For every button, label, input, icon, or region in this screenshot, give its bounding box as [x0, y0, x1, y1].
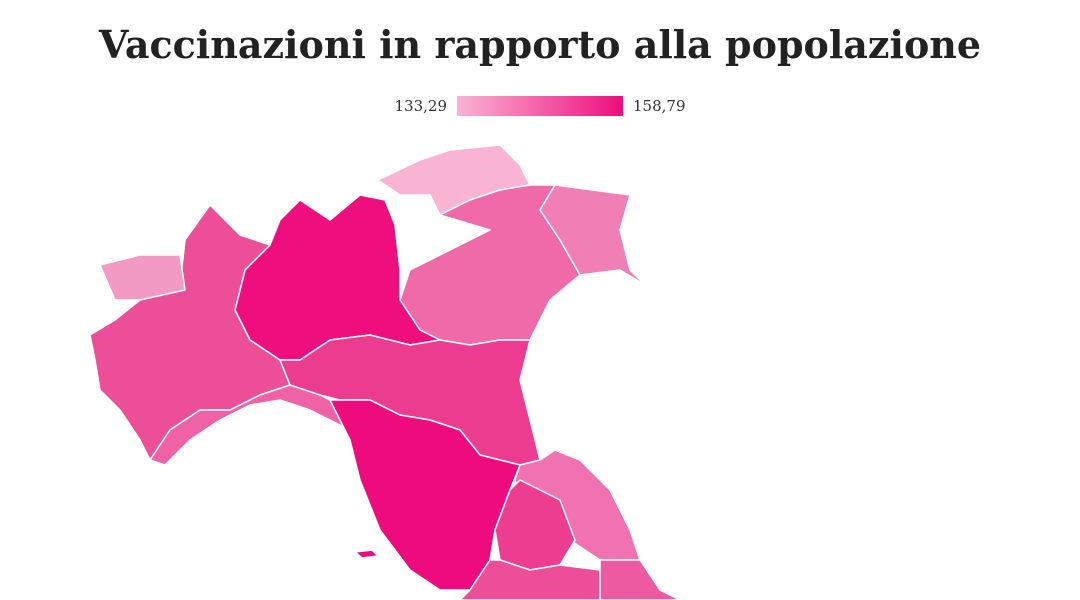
legend-min: 133,29: [394, 97, 448, 115]
region: [459, 559, 601, 600]
region: [599, 559, 681, 600]
color-legend: 133,29 158,79: [0, 96, 1080, 116]
legend-max: 158,79: [633, 97, 686, 115]
region: [99, 254, 186, 301]
legend-gradient: [457, 96, 623, 116]
region: [539, 184, 646, 286]
map-title: Vaccinazioni in rapporto alla popolazion…: [98, 22, 982, 67]
island: [354, 549, 379, 559]
